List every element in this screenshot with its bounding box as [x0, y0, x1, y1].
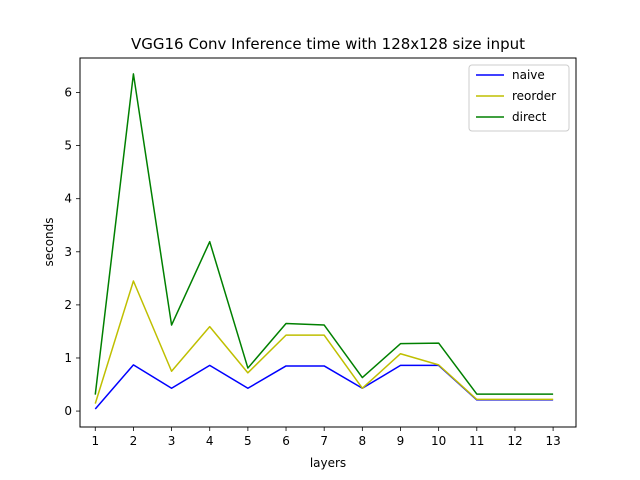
x-tick-label: 3 [168, 434, 176, 448]
x-tick-label: 12 [507, 434, 522, 448]
series-line-direct [94, 73, 554, 395]
x-tick-label: 2 [130, 434, 138, 448]
legend: naive reorder direct [468, 64, 570, 132]
x-tick-label: 6 [282, 434, 290, 448]
plot-frame [79, 57, 577, 428]
x-tick-label: 10 [431, 434, 446, 448]
y-tick-label: 1 [64, 351, 72, 365]
legend-label-direct: direct [512, 110, 547, 124]
y-tick-label: 0 [64, 404, 72, 418]
series-layer [94, 73, 554, 410]
chart-title: VGG16 Conv Inference time with 128x128 s… [131, 35, 525, 53]
y-tick-label: 5 [64, 139, 72, 153]
y-axis-ticks: 0 1 2 3 4 5 6 [64, 86, 80, 418]
y-tick-label: 2 [64, 298, 72, 312]
x-axis-ticks: 1 2 3 4 5 6 7 8 9 10 11 12 13 [91, 427, 561, 448]
x-tick-label: 9 [397, 434, 405, 448]
y-tick-label: 3 [64, 245, 72, 259]
x-tick-label: 11 [469, 434, 484, 448]
legend-label-naive: naive [512, 68, 545, 82]
legend-box [468, 64, 570, 132]
x-tick-label: 8 [359, 434, 367, 448]
legend-label-reorder: reorder [512, 89, 556, 103]
x-tick-label: 4 [206, 434, 214, 448]
y-axis-label: seconds [42, 217, 56, 266]
y-tick-label: 4 [64, 192, 72, 206]
x-tick-label: 13 [545, 434, 560, 448]
x-tick-label: 1 [91, 434, 99, 448]
x-tick-label: 7 [320, 434, 328, 448]
x-axis-label: layers [310, 456, 346, 470]
y-tick-label: 6 [64, 86, 72, 100]
x-tick-label: 5 [244, 434, 252, 448]
series-line-reorder [94, 280, 554, 404]
